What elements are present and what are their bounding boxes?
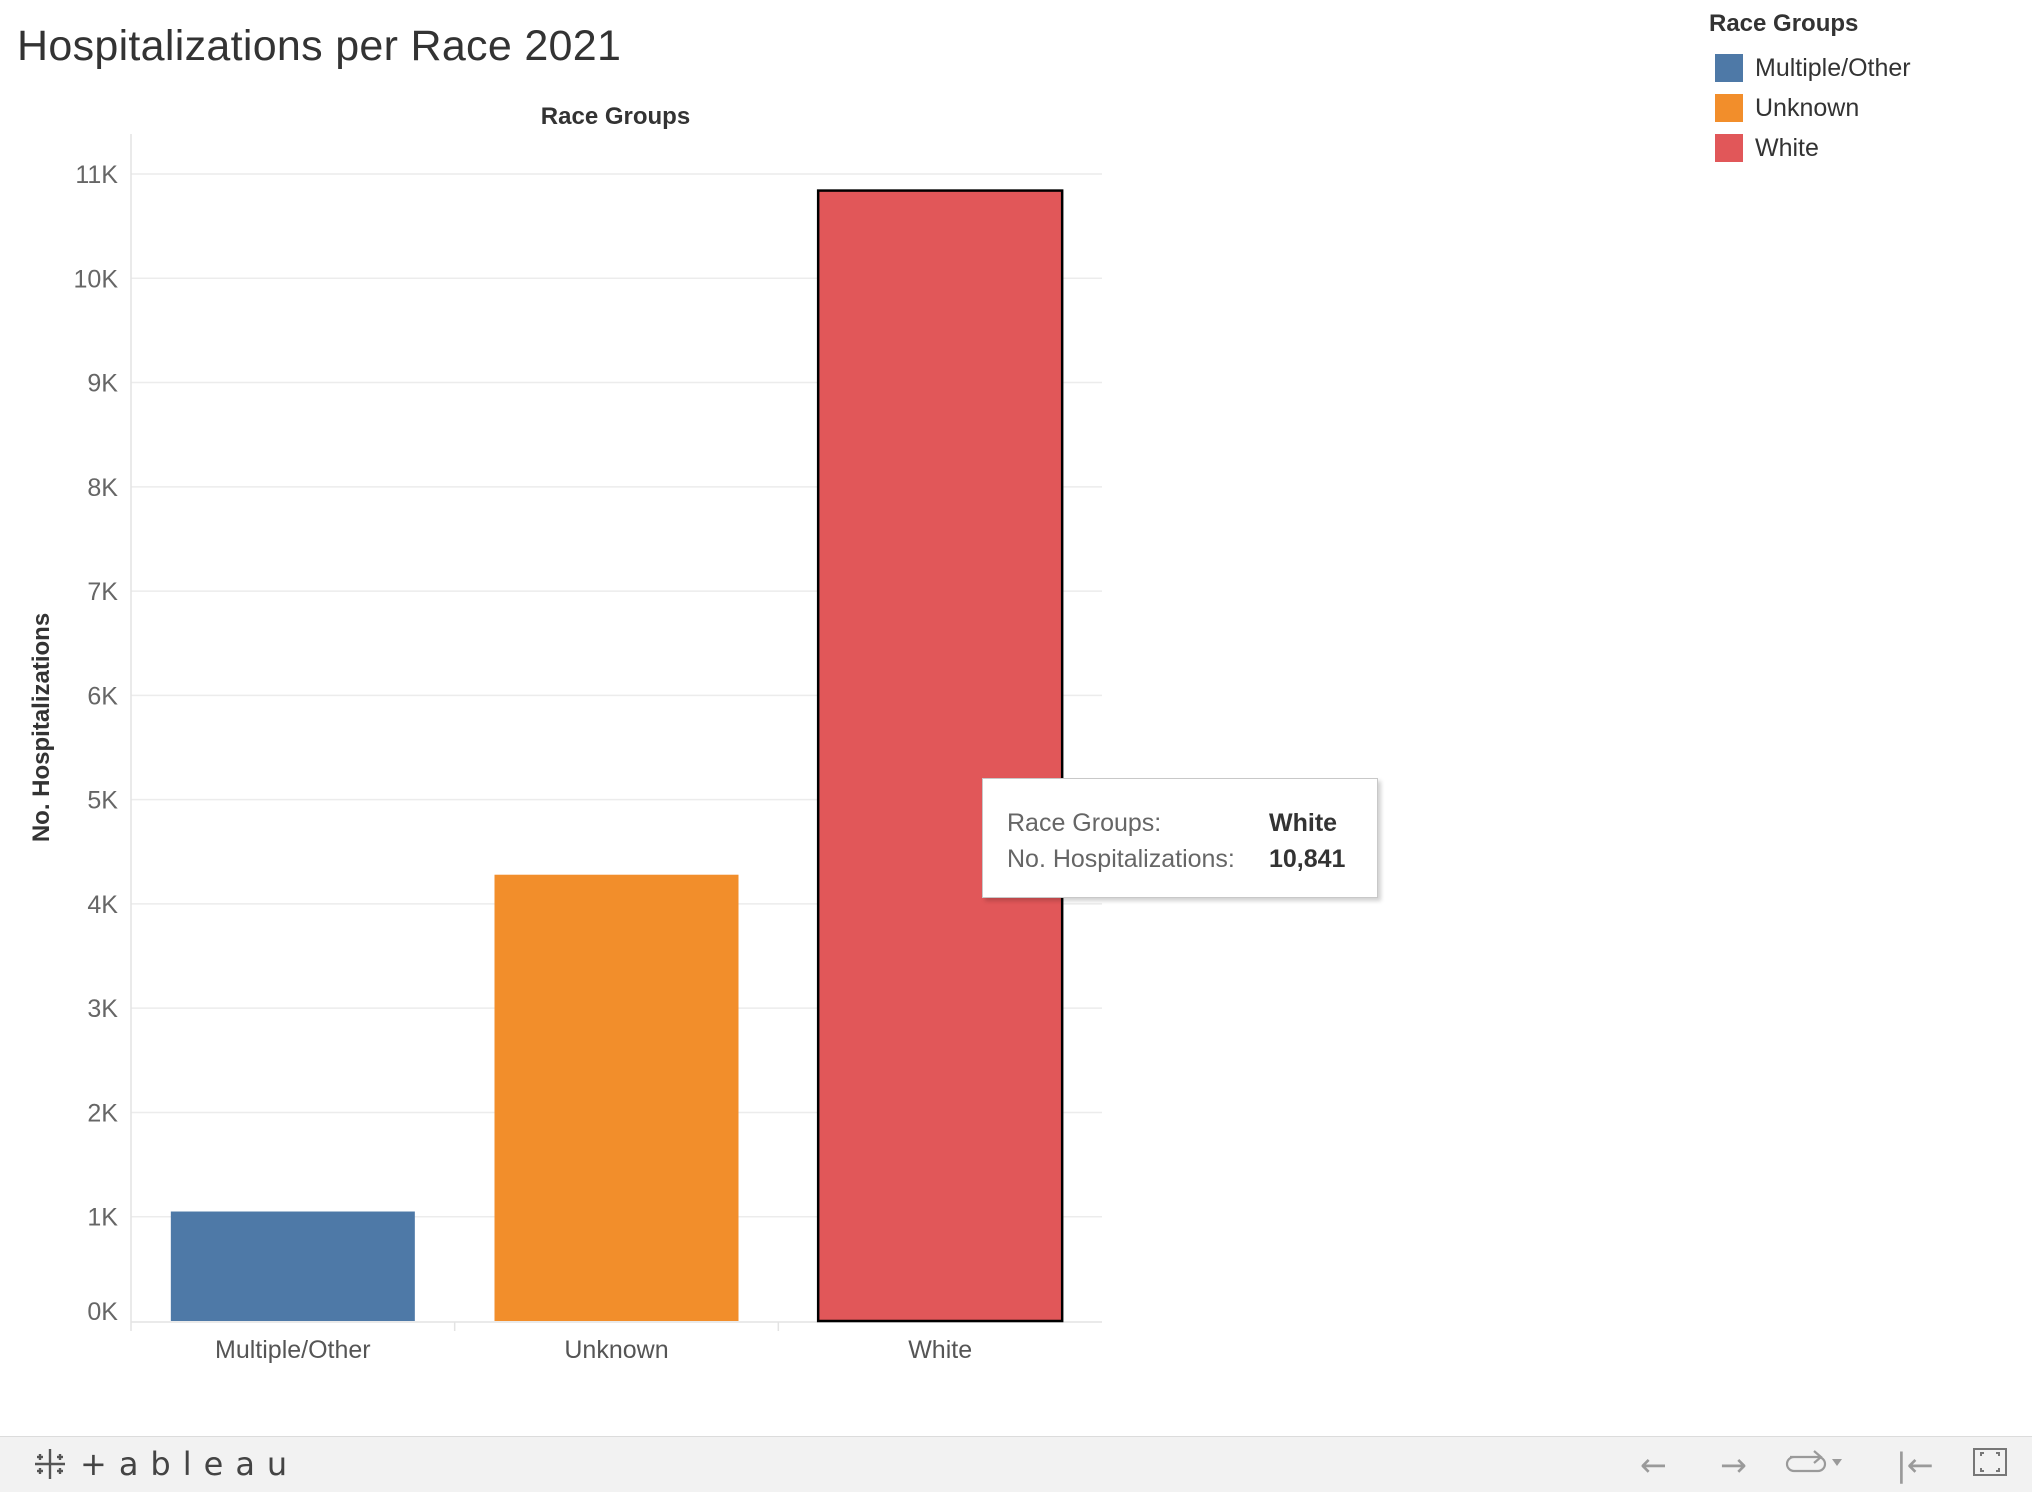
tableau-logo-text: +ableau bbox=[80, 1445, 300, 1483]
legend: Race Groups Multiple/Other Unknown White bbox=[1709, 10, 1911, 168]
tooltip: Race Groups: White No. Hospitalizations:… bbox=[982, 778, 1378, 898]
y-axis-title: No. Hospitalizations bbox=[28, 613, 55, 842]
tooltip-key: Race Groups: bbox=[1007, 809, 1162, 837]
legend-label: White bbox=[1755, 133, 1819, 162]
x-tick-label: Unknown bbox=[564, 1336, 668, 1364]
revert-icon[interactable] bbox=[1784, 1447, 1844, 1484]
legend-label: Multiple/Other bbox=[1755, 53, 1911, 82]
footer-toolbar: +ableau ← → |← bbox=[0, 1436, 2032, 1492]
y-tick-label: 11K bbox=[75, 161, 118, 189]
arrow-right-icon[interactable]: → bbox=[1720, 1446, 1747, 1484]
tooltip-value: 10,841 bbox=[1269, 845, 1346, 873]
bar-unknown bbox=[494, 874, 739, 1321]
tooltip-value: White bbox=[1269, 809, 1338, 837]
y-tick-label: 4K bbox=[87, 891, 118, 919]
tableau-logo-icon bbox=[35, 1449, 65, 1479]
tableau-logo[interactable]: +ableau bbox=[32, 1445, 299, 1483]
legend-item-multiple-other[interactable]: Multiple/Other bbox=[1709, 48, 1911, 88]
y-tick-label: 10K bbox=[74, 265, 119, 293]
y-tick-label: 2K bbox=[87, 1099, 118, 1127]
bar-white bbox=[816, 189, 1064, 1323]
revert-icon-glyph bbox=[1785, 1450, 1842, 1473]
y-tick-label: 7K bbox=[87, 578, 118, 606]
arrow-left-icon[interactable]: ← bbox=[1640, 1446, 1667, 1484]
legend-label: Unknown bbox=[1755, 93, 1860, 122]
y-tick-label: 1K bbox=[87, 1204, 118, 1232]
x-tick-label: White bbox=[908, 1336, 972, 1364]
y-tick-label: 3K bbox=[87, 995, 118, 1023]
fullscreen-icon-glyph bbox=[1973, 1448, 2007, 1476]
tooltip-row-race: Race Groups: White bbox=[1007, 805, 1353, 841]
skip-start-icon[interactable]: |← bbox=[1896, 1446, 1934, 1484]
x-tick-label: Multiple/Other bbox=[215, 1336, 371, 1364]
bar-chart: 0K 1K 2K 3K 4K 5K 6K 7K 8K 9K 10K 11K No. Hospitaliz… bbox=[28, 103, 1102, 1364]
legend-swatch bbox=[1715, 134, 1743, 162]
tooltip-row-count: No. Hospitalizations: 10,841 bbox=[1007, 841, 1353, 877]
column-header: Race Groups bbox=[541, 103, 690, 130]
legend-item-unknown[interactable]: Unknown bbox=[1709, 88, 1911, 128]
fullscreen-icon[interactable] bbox=[1972, 1447, 2008, 1484]
y-tick-label: 5K bbox=[87, 787, 118, 815]
bar-multiple-other bbox=[170, 1211, 415, 1321]
y-tick-label: 0K bbox=[87, 1298, 118, 1326]
chart-title: Hospitalizations per Race 2021 bbox=[17, 22, 622, 70]
legend-item-white[interactable]: White bbox=[1709, 128, 1911, 168]
y-tick-label: 9K bbox=[87, 370, 118, 398]
y-tick-label: 6K bbox=[87, 682, 118, 710]
legend-swatch bbox=[1715, 54, 1743, 82]
y-tick-label: 8K bbox=[87, 474, 118, 502]
legend-swatch bbox=[1715, 94, 1743, 122]
tooltip-key: No. Hospitalizations: bbox=[1007, 845, 1235, 873]
legend-title: Race Groups bbox=[1709, 10, 1859, 37]
